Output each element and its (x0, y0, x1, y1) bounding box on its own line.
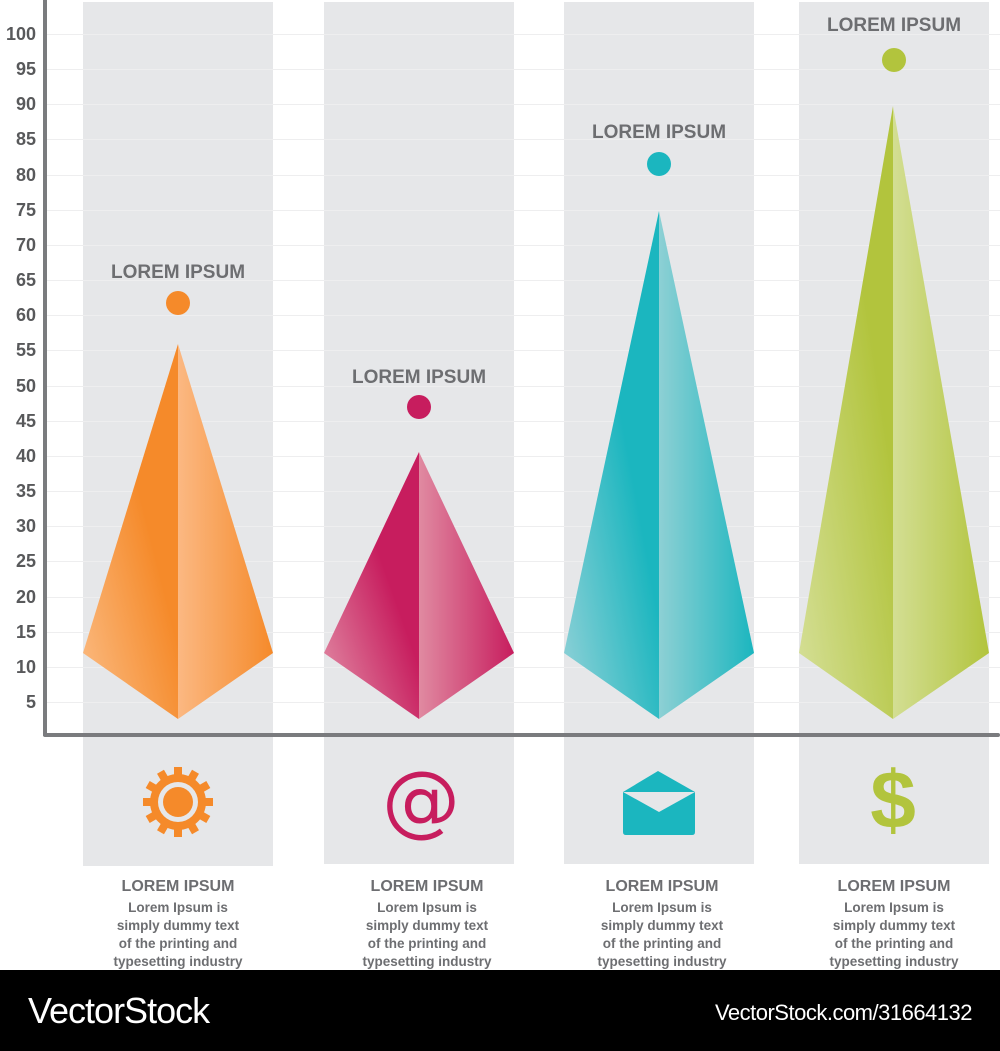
marker-dot-teal (647, 152, 671, 176)
caption-line: Lorem Ipsum is (377, 900, 477, 915)
watermark-footer: VectorStock VectorStock.com/31664132 (0, 970, 1000, 1051)
caption-2: LOREM IPSUM Lorem Ipsum is simply dummy … (317, 878, 537, 971)
y-tick: 55 (15, 340, 36, 360)
y-tick: 60 (15, 305, 36, 325)
peak-label-4: LOREM IPSUM (826, 15, 962, 36)
caption-title: LOREM IPSUM (121, 878, 235, 895)
caption-title: LOREM IPSUM (370, 878, 484, 895)
caption-line: typesetting industry (597, 954, 727, 969)
marker-dot-orange (166, 291, 190, 315)
y-tick: 35 (15, 481, 36, 501)
y-tick: 20 (15, 587, 36, 607)
caption-line: typesetting industry (113, 954, 243, 969)
caption-title: LOREM IPSUM (605, 878, 719, 895)
y-tick: 15 (15, 622, 36, 642)
y-tick: 40 (15, 446, 36, 466)
x-axis-line (43, 733, 1000, 737)
pyramid-pink (324, 452, 514, 719)
dollar-icon: $ (870, 755, 916, 846)
pyramid-orange (83, 344, 273, 719)
pyramid-bars (83, 106, 989, 719)
caption-line: of the printing and (118, 936, 238, 951)
y-tick: 90 (15, 94, 36, 114)
pyramid-teal (564, 211, 754, 719)
caption-line: of the printing and (834, 936, 954, 951)
y-tick: 5 (25, 692, 36, 712)
y-tick: 50 (15, 376, 36, 396)
marker-dot-green (882, 48, 906, 72)
y-tick: 85 (15, 129, 36, 149)
y-tick: 10 (15, 657, 36, 677)
pyramid-green (799, 106, 989, 719)
y-tick: 100 (5, 24, 36, 44)
y-tick: 30 (15, 516, 36, 536)
y-tick: 70 (15, 235, 36, 255)
caption-line: simply dummy text (600, 918, 724, 933)
peak-label-1: LOREM IPSUM (110, 262, 246, 283)
y-tick: 65 (15, 270, 36, 290)
y-tick: 75 (15, 200, 36, 220)
peak-label-3: LOREM IPSUM (591, 122, 727, 143)
peak-label-2: LOREM IPSUM (351, 367, 487, 388)
caption-line: Lorem Ipsum is (612, 900, 712, 915)
caption-line: typesetting industry (829, 954, 959, 969)
column-bg-2 (324, 2, 514, 864)
caption-4: LOREM IPSUM Lorem Ipsum is simply dummy … (784, 878, 1000, 971)
caption-line: typesetting industry (362, 954, 492, 969)
caption-line: simply dummy text (832, 918, 956, 933)
caption-1: LOREM IPSUM Lorem Ipsum is simply dummy … (68, 878, 288, 971)
caption-title: LOREM IPSUM (837, 878, 951, 895)
at-sign-icon: @ (382, 756, 460, 846)
envelope-icon (623, 771, 695, 835)
y-tick: 45 (15, 411, 36, 431)
gear-icon (143, 767, 213, 837)
marker-dot-pink (407, 395, 431, 419)
caption-line: simply dummy text (116, 918, 240, 933)
caption-3: LOREM IPSUM Lorem Ipsum is simply dummy … (552, 878, 772, 971)
y-axis-line (43, 0, 47, 736)
caption-line: of the printing and (602, 936, 722, 951)
y-tick: 80 (15, 165, 36, 185)
y-tick: 95 (15, 59, 36, 79)
caption-line: of the printing and (367, 936, 487, 951)
caption-line: Lorem Ipsum is (844, 900, 944, 915)
brand-logo: VectorStock (28, 990, 210, 1031)
y-tick: 25 (15, 551, 36, 571)
image-url: VectorStock.com/31664132 (714, 1000, 973, 1025)
caption-line: simply dummy text (365, 918, 489, 933)
caption-line: Lorem Ipsum is (128, 900, 228, 915)
